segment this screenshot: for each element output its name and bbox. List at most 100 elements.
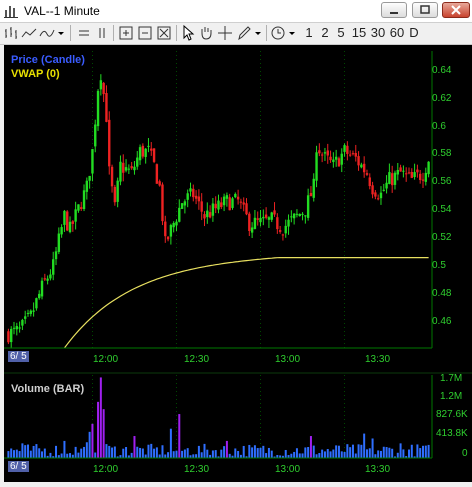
candle-body xyxy=(40,280,44,297)
volume-bar xyxy=(237,451,240,458)
hand-pan-icon[interactable] xyxy=(198,24,214,42)
volume-bar xyxy=(35,444,38,458)
volume-bar xyxy=(125,447,128,458)
interval-dropdown-icon[interactable] xyxy=(287,24,297,42)
candle-body xyxy=(410,171,413,178)
volume-bar xyxy=(63,440,66,458)
volume-bar xyxy=(290,453,293,458)
candle-body xyxy=(74,209,77,222)
volume-bar xyxy=(214,450,217,458)
volume-bar xyxy=(150,443,153,458)
interval-button-15[interactable]: 15 xyxy=(351,25,367,40)
candle-body xyxy=(192,188,195,198)
toolbar-separator xyxy=(70,25,71,41)
volume-bar xyxy=(41,451,44,458)
volume-bar xyxy=(94,452,97,458)
candle-body xyxy=(60,227,63,235)
maximize-button[interactable] xyxy=(412,2,438,18)
candle-body xyxy=(416,169,419,173)
minimize-button[interactable] xyxy=(381,2,407,18)
pointer-icon[interactable] xyxy=(181,24,195,42)
candle-body xyxy=(273,210,276,215)
candle-body xyxy=(298,213,301,217)
interval-button-2[interactable]: 2 xyxy=(321,25,329,40)
menu-lines-icon[interactable] xyxy=(77,24,91,42)
candle-body xyxy=(206,210,209,218)
interval-button-1[interactable]: 1 xyxy=(305,25,313,40)
candle-body xyxy=(200,201,203,212)
chart-canvas xyxy=(4,51,472,459)
candle-body xyxy=(175,221,178,226)
volume-bar xyxy=(71,454,74,458)
crosshair-icon[interactable] xyxy=(217,24,233,42)
volume-bar xyxy=(136,446,139,458)
candle-body xyxy=(421,179,425,181)
close-button[interactable] xyxy=(442,2,470,18)
volume-bar xyxy=(248,444,251,458)
bar-chart-icon[interactable] xyxy=(3,24,19,42)
candle-body xyxy=(208,212,212,218)
candle-body xyxy=(424,172,427,182)
candle-body xyxy=(158,181,161,186)
candle-body xyxy=(12,327,16,329)
price-axis-label: 0.6 xyxy=(432,121,446,132)
volume-bar xyxy=(77,452,80,458)
volume-bar xyxy=(27,444,30,458)
zoom-in-icon[interactable] xyxy=(118,24,134,42)
chart-area[interactable]: Price (Candle) VWAP (0) Volume (BAR) 0.6… xyxy=(4,45,472,482)
interval-button-d[interactable]: D xyxy=(409,25,419,40)
draw-tool-dropdown-icon[interactable] xyxy=(253,24,263,42)
volume-bar xyxy=(374,454,377,458)
volume-bar xyxy=(295,448,298,458)
volume-bar xyxy=(382,446,385,458)
volume-bar xyxy=(265,453,268,458)
candle-body xyxy=(166,236,170,240)
grid-layer xyxy=(92,51,345,458)
candle-body xyxy=(231,198,234,208)
candle-chart-icon[interactable] xyxy=(39,24,55,42)
candle-body xyxy=(172,223,175,228)
volume-bar xyxy=(153,448,156,458)
volume-bar xyxy=(335,445,338,458)
candle-body xyxy=(124,167,128,171)
candle-body xyxy=(301,213,304,215)
candle-body xyxy=(290,216,293,218)
interval-button-30[interactable]: 30 xyxy=(370,25,386,40)
candle-body xyxy=(334,156,338,160)
candle-body xyxy=(360,164,363,168)
candle-body xyxy=(385,182,388,189)
price-axis-label: 0.54 xyxy=(432,204,452,215)
volume-bar xyxy=(108,445,111,458)
pause-bars-icon[interactable] xyxy=(95,24,109,42)
candle-body xyxy=(248,213,251,232)
candle-body xyxy=(82,190,86,210)
candle-body xyxy=(183,201,187,206)
zoom-fit-icon[interactable] xyxy=(156,24,172,42)
interval-button-60[interactable]: 60 xyxy=(389,25,405,40)
vwap-line xyxy=(63,257,429,349)
volume-bar xyxy=(74,446,77,458)
candle-body xyxy=(91,149,94,174)
zoom-out-icon[interactable] xyxy=(137,24,153,42)
candle-body xyxy=(222,196,226,206)
interval-button-5[interactable]: 5 xyxy=(337,25,345,40)
volume-bar xyxy=(200,452,203,458)
price-axis-label: 0.46 xyxy=(432,316,452,327)
line-chart-icon[interactable] xyxy=(21,24,37,42)
volume-bar xyxy=(178,414,181,458)
pencil-draw-icon[interactable] xyxy=(236,24,252,42)
window-title: VAL--1 Minute xyxy=(24,4,100,18)
price-axis-label: 0.52 xyxy=(432,232,452,243)
volume-time-label: 12:30 xyxy=(184,464,210,475)
candle-body xyxy=(315,152,318,181)
price-candles xyxy=(7,74,430,349)
volume-bar xyxy=(60,453,63,458)
volume-bar xyxy=(388,447,391,458)
candle-body xyxy=(295,213,299,215)
volume-bar xyxy=(141,448,144,458)
clock-icon[interactable] xyxy=(270,24,286,42)
chart-type-dropdown-icon[interactable] xyxy=(56,24,66,42)
candle-body xyxy=(382,189,385,191)
candle-body xyxy=(250,227,254,233)
candle-body xyxy=(390,173,394,186)
